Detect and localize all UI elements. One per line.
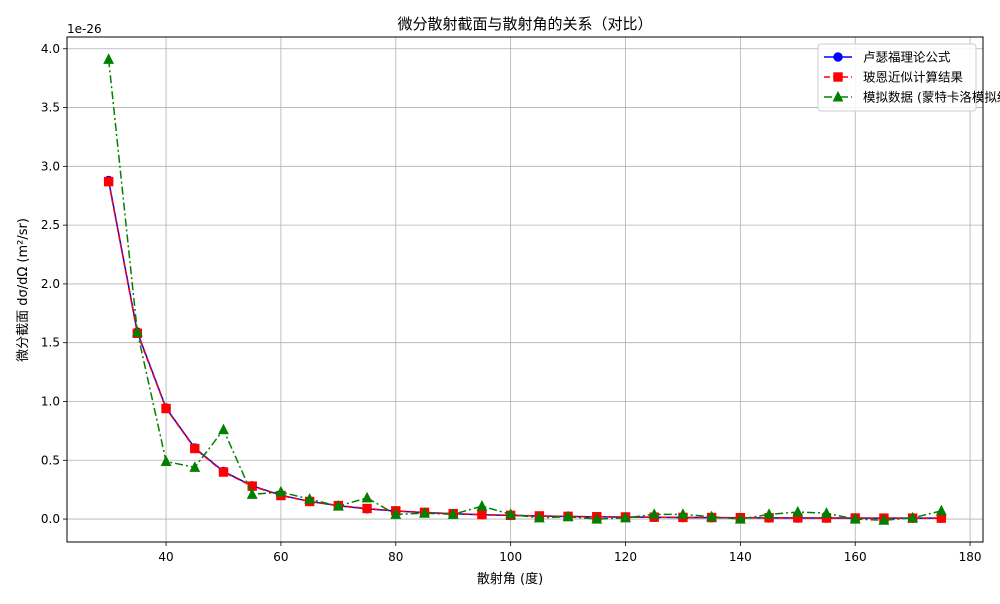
- data-point: [246, 488, 258, 499]
- y-tick-label: 2.5: [41, 218, 60, 232]
- x-tick-label: 40: [158, 550, 173, 564]
- series-3: [103, 53, 947, 525]
- data-point: [190, 443, 200, 454]
- y-axis-exponent: 1e-26: [67, 22, 102, 36]
- ticks: 40 60 80 100 120 140 160 180 0.0 0.5 1.0 1.5 2.0 2.5 3…: [41, 42, 982, 564]
- y-tick-label: 0.0: [41, 512, 60, 526]
- data-point: [160, 455, 172, 466]
- legend-marker: [832, 90, 844, 102]
- data-point: [419, 507, 430, 518]
- legend-marker: [833, 72, 843, 82]
- data-point: [505, 508, 517, 519]
- chart-title: 微分散射截面与散射角的关系（对比）: [397, 15, 652, 33]
- data-point: [189, 461, 201, 472]
- x-tick-label: 120: [614, 550, 637, 564]
- grid: [67, 37, 983, 542]
- data-point: [332, 500, 344, 511]
- x-tick-label: 140: [729, 550, 752, 564]
- y-tick-label: 4.0: [41, 42, 60, 56]
- data-point: [161, 403, 171, 414]
- data-point: [361, 491, 373, 503]
- x-tick-label: 100: [499, 550, 522, 564]
- data-point: [390, 508, 402, 519]
- data-point: [362, 503, 372, 514]
- y-tick-label: 1.5: [41, 336, 60, 350]
- data-point: [591, 512, 603, 524]
- data-point: [218, 467, 229, 477]
- x-tick-label: 180: [959, 550, 982, 564]
- data-point: [477, 509, 487, 520]
- data-point: [763, 508, 775, 519]
- y-tick-label: 2.0: [41, 277, 60, 291]
- legend-marker: [833, 52, 843, 62]
- data-point: [103, 176, 114, 187]
- data-point: [620, 511, 631, 523]
- data-point: [878, 514, 890, 525]
- data-point: [447, 508, 459, 519]
- legend-label: 玻恩近似计算结果: [863, 70, 964, 85]
- plot-frame: [66, 36, 984, 543]
- data-point: [562, 510, 574, 522]
- y-tick-label: 1.0: [41, 394, 60, 408]
- y-axis-label: 微分截面 dσ/dΩ (m²/sr): [16, 218, 31, 362]
- data-point: [648, 508, 660, 519]
- x-tick-label: 60: [273, 550, 288, 564]
- series-3-line: [107, 59, 942, 522]
- data-point: [734, 512, 746, 524]
- legend-label: 卢瑟福理论公式: [863, 50, 951, 65]
- series-2-line: [107, 181, 942, 519]
- legend-box: [817, 43, 977, 112]
- data-point: [476, 500, 488, 511]
- data-point: [792, 505, 804, 517]
- data-point: [131, 326, 143, 337]
- y-tick-label: 0.5: [41, 453, 60, 467]
- y-tick-label: 3.5: [41, 101, 60, 115]
- data-point: [677, 508, 689, 519]
- data-point: [103, 53, 115, 64]
- x-tick-label: 80: [388, 550, 403, 564]
- data-point: [821, 507, 832, 518]
- series-1-line: [107, 180, 942, 519]
- series-1: [103, 175, 947, 523]
- legend-label: 模拟数据 (蒙特卡洛模拟结果): [863, 90, 1000, 105]
- y-tick-label: 3.0: [41, 159, 60, 173]
- data-point: [304, 492, 316, 504]
- data-point: [218, 423, 229, 435]
- data-point: [849, 512, 861, 524]
- x-axis-label: 散射角 (度): [477, 571, 543, 587]
- series-layer: [103, 53, 947, 525]
- data-point: [935, 504, 947, 516]
- data-point: [275, 485, 287, 497]
- data-point: [533, 511, 545, 523]
- series-2: [103, 176, 947, 523]
- x-tick-label: 160: [844, 550, 867, 564]
- data-point: [907, 511, 919, 523]
- data-point: [706, 510, 718, 522]
